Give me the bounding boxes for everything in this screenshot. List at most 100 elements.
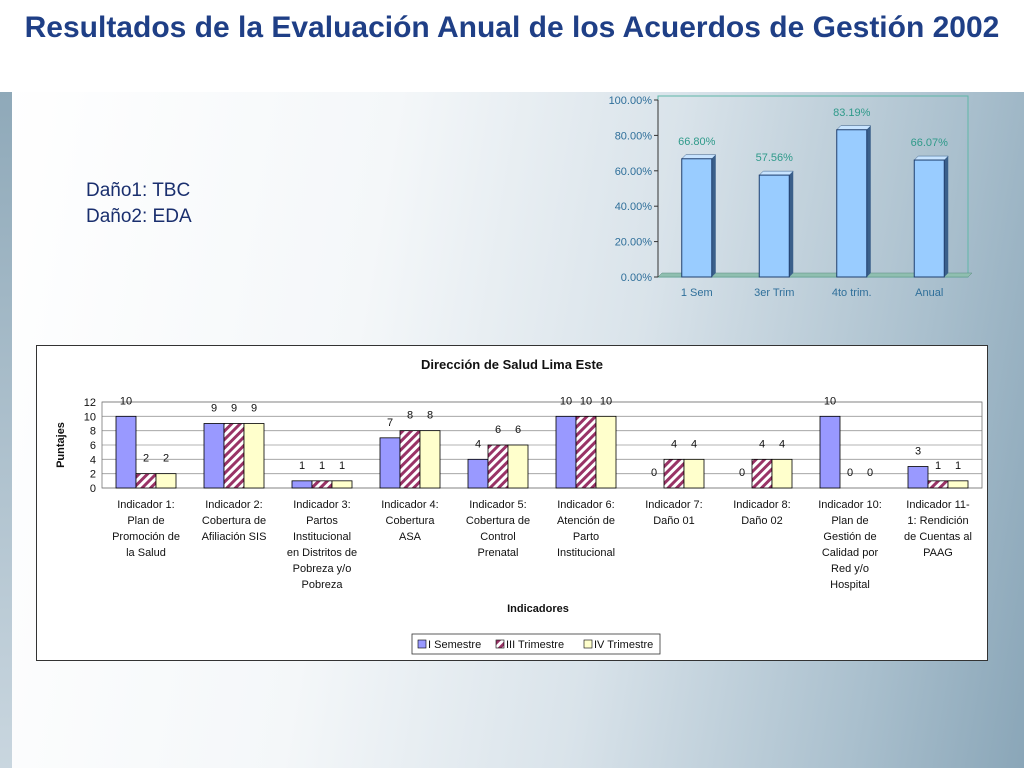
main-x-tick-label: Indicador 8: Daño 02 <box>733 499 790 527</box>
main-y-tick-label: 4 <box>90 454 96 466</box>
main-bar-2 <box>575 415 597 489</box>
main-bar-label: 0 <box>739 467 745 479</box>
main-bar-1 <box>379 437 401 489</box>
main-bar-label: 1 <box>319 460 325 472</box>
top-y-tick-label: 40.00% <box>615 201 653 213</box>
main-bar-2 <box>487 444 509 489</box>
main-x-tick-label: Indicador 6: Atención de Parto Instituciona… <box>557 499 615 559</box>
main-chart-title: Dirección de Salud Lima Este <box>421 357 603 372</box>
main-x-tick-label: Indicador 4: Cobertura ASA <box>381 499 438 543</box>
top-bar <box>758 174 790 278</box>
main-bar-1 <box>203 423 225 489</box>
main-bar-label: 1 <box>935 460 941 472</box>
main-y-axis-label: Puntajes <box>55 422 67 468</box>
main-bar-1 <box>115 415 137 489</box>
main-bar-label: 1 <box>955 460 961 472</box>
main-bar-2 <box>927 480 949 489</box>
top-bar-side <box>866 125 871 278</box>
main-x-tick-label: Indicador 2: Cobertura de Afiliación SIS <box>202 499 267 543</box>
main-bar-3 <box>947 480 969 489</box>
top-x-tick-label: Anual <box>915 287 943 299</box>
main-bar-2 <box>663 458 685 489</box>
top-x-tick-label: 4to trim. <box>832 287 872 299</box>
top-bar <box>681 158 713 278</box>
top-bar-side <box>789 171 794 277</box>
main-x-tick-label: Indicador 10: Plan de Gestión de Calidad po… <box>818 499 882 591</box>
main-x-tick-label: Indicador 7: Daño 01 <box>645 499 702 527</box>
main-bar-label: 2 <box>163 453 169 465</box>
main-y-tick-label: 8 <box>90 426 96 438</box>
main-bar-label: 0 <box>867 467 873 479</box>
main-y-tick-label: 12 <box>84 397 96 409</box>
legend-swatch <box>495 639 505 649</box>
main-bar-label: 4 <box>671 438 677 450</box>
main-bar-label: 10 <box>600 395 612 407</box>
main-bar-1 <box>819 415 841 489</box>
main-y-tick-label: 6 <box>90 440 96 452</box>
top-y-tick-label: 60.00% <box>615 166 653 178</box>
main-x-tick-label: Indicador 5: Cobertura de Control Prenatal <box>466 499 530 559</box>
legend-swatch <box>417 639 427 649</box>
top-y-tick-label: 20.00% <box>615 237 653 249</box>
main-bar-2 <box>751 458 773 489</box>
main-bar-label: 9 <box>231 403 237 415</box>
legend-label: I Semestre <box>428 639 481 651</box>
slide-left-band <box>0 92 12 768</box>
main-y-tick-label: 0 <box>90 483 96 495</box>
top-x-tick-label: 1 Sem <box>681 287 713 299</box>
main-bar-label: 6 <box>515 424 521 436</box>
main-bar-label: 10 <box>824 395 836 407</box>
main-bar-label: 8 <box>407 410 413 422</box>
main-bar-label: 7 <box>387 417 393 429</box>
top-y-tick-label: 100.00% <box>609 95 653 107</box>
top-bar-side <box>944 156 949 277</box>
top-y-tick-label: 80.00% <box>615 130 653 142</box>
note-dano2: Daño2: EDA <box>86 206 192 227</box>
top-y-tick-label: 0.00% <box>621 272 652 284</box>
main-bar-label: 9 <box>211 403 217 415</box>
main-bar-2 <box>135 473 157 489</box>
slide-title: Resultados de la Evaluación Anual de los… <box>24 11 1000 44</box>
main-bar-label: 6 <box>495 424 501 436</box>
legend-label: IV Trimestre <box>594 639 653 651</box>
main-x-tick-label: Indicador 11-1: Rendición de Cuentas al PA… <box>904 499 972 559</box>
main-x-axis-label: Indicadores <box>507 603 569 615</box>
main-bar-label: 10 <box>580 395 592 407</box>
main-bar-1 <box>291 480 313 489</box>
top-bar-label: 66.07% <box>911 137 949 149</box>
top-bar-label: 57.56% <box>756 152 794 164</box>
top-bar <box>836 129 868 278</box>
main-chart-panel <box>36 345 988 661</box>
main-bar-3 <box>683 458 705 489</box>
main-bar-label: 10 <box>560 395 572 407</box>
main-bar-label: 4 <box>475 438 481 450</box>
main-bar-label: 10 <box>120 395 132 407</box>
main-bar-label: 9 <box>251 403 257 415</box>
main-y-tick-label: 2 <box>90 469 96 481</box>
main-x-tick-label: Indicador 1: Plan de Promoción de la Salud <box>112 499 180 559</box>
main-bar-label: 4 <box>759 438 765 450</box>
main-bar-label: 3 <box>915 446 921 458</box>
main-bar-1 <box>907 466 929 489</box>
main-plot-frame <box>101 401 983 489</box>
main-bar-2 <box>399 430 421 489</box>
main-x-tick-label: Indicador 3: Partos Institucional en Distri… <box>287 499 357 591</box>
main-bar-3 <box>243 423 265 489</box>
main-bar-label: 0 <box>651 467 657 479</box>
main-bar-3 <box>507 444 529 489</box>
main-bar-label: 4 <box>691 438 697 450</box>
main-legend: I Semestre III Trimestre IV Trimestre <box>411 633 661 655</box>
notes-box: Daño1: TBC Daño2: EDA <box>86 178 192 230</box>
main-bar-label: 1 <box>299 460 305 472</box>
note-dano1: Daño1: TBC <box>86 180 191 201</box>
main-bar-3 <box>771 458 793 489</box>
main-bar-2 <box>223 423 245 489</box>
main-bar-3 <box>155 473 177 489</box>
legend-box <box>411 633 661 655</box>
main-bar-1 <box>467 458 489 489</box>
main-bar-label: 1 <box>339 460 345 472</box>
main-bar-1 <box>555 415 577 489</box>
legend-label: III Trimestre <box>506 639 564 651</box>
